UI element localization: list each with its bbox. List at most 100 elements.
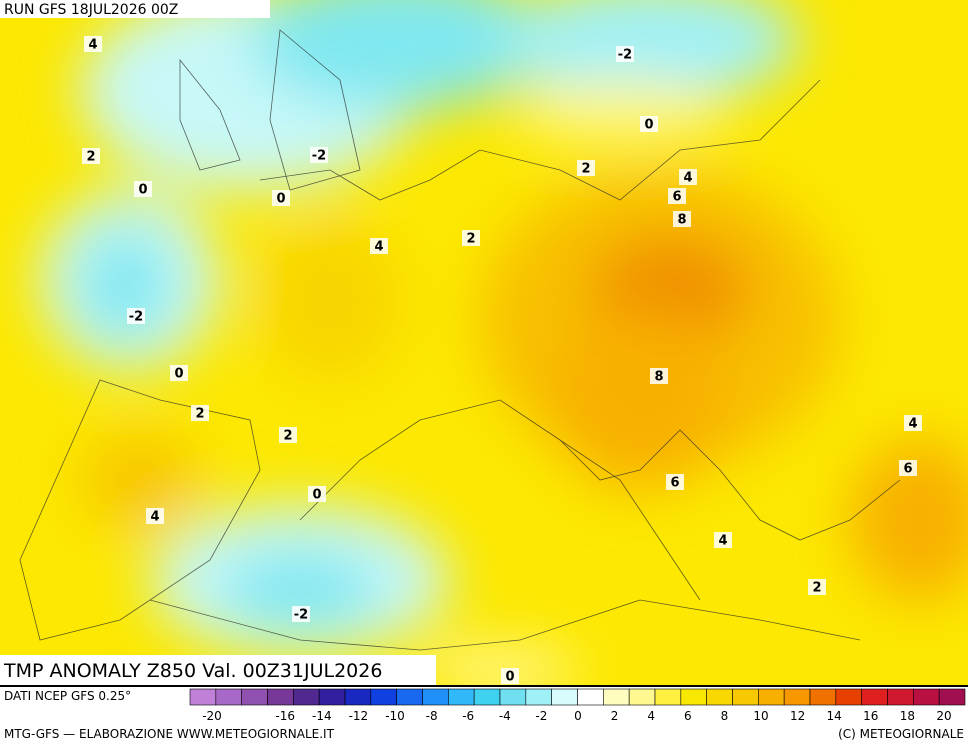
- colorbar-box: [654, 688, 682, 706]
- label-bg: [146, 508, 164, 524]
- label-bg: [679, 169, 697, 185]
- colorbar-box: [189, 688, 217, 706]
- colorbar-tick-label: -2: [535, 709, 547, 723]
- colorbar-box: [551, 688, 578, 706]
- label-bg: [370, 238, 388, 254]
- colorbar-box: [293, 688, 320, 706]
- colorbar-tick-label: -10: [385, 709, 405, 723]
- label-bg: [170, 365, 188, 381]
- contour-label: 0: [174, 367, 183, 382]
- contour-label: 2: [86, 150, 95, 165]
- contour-label: 8: [677, 213, 686, 228]
- colorbar-box: [422, 688, 449, 706]
- colorbar-tick-label: -14: [312, 709, 332, 723]
- colorbar-box: [628, 688, 656, 706]
- colorbar: -20 -16 -14 -12 -10 -8 -6 -4 -2 0 2 4 6 8 10 12 14 16 18 20: [189, 688, 966, 723]
- colorbar-tick-label: 2: [611, 709, 619, 723]
- run-box: [0, 0, 270, 18]
- label-bg: [191, 405, 209, 421]
- label-bg: [899, 460, 917, 476]
- contour-label: 0: [505, 670, 514, 685]
- contour-label: 4: [150, 510, 159, 525]
- contour-label: 2: [283, 429, 292, 444]
- colorbar-box: [603, 688, 630, 706]
- label-bg: [650, 368, 668, 384]
- contour-label: -2: [312, 149, 326, 164]
- label-bg: [673, 211, 691, 227]
- label-bg: [714, 532, 732, 548]
- colorbar-tick-label: 12: [790, 709, 805, 723]
- label-bg: [462, 230, 480, 246]
- colorbar-tick-label: -8: [426, 709, 438, 723]
- colorbar-tick-label: -20: [202, 709, 222, 723]
- contour-label: 6: [670, 476, 679, 491]
- colorbar-box: [267, 688, 294, 706]
- label-bg: [292, 606, 310, 622]
- colorbar-tick-label: -12: [349, 709, 369, 723]
- colorbar-tick-label: -16: [275, 709, 295, 723]
- colorbar-box: [861, 688, 888, 706]
- colorbar-tick-label: 14: [827, 709, 842, 723]
- contour-label: 6: [903, 462, 912, 477]
- colorbar-tick-label: 16: [863, 709, 878, 723]
- contour-label: -2: [294, 608, 308, 623]
- label-bg: [668, 188, 686, 204]
- contour-label: 4: [908, 417, 917, 432]
- label-bg: [272, 190, 290, 206]
- colorbar-box: [318, 688, 346, 706]
- colorbar-box: [344, 688, 372, 706]
- label-bg: [84, 36, 102, 52]
- contour-label: 2: [581, 162, 590, 177]
- label-bg: [640, 116, 658, 132]
- contour-label: 4: [683, 171, 692, 186]
- contour-label: 6: [672, 190, 681, 205]
- label-bg: [310, 147, 328, 163]
- colorbar-box: [887, 688, 914, 706]
- colorbar-tick-label: 8: [721, 709, 729, 723]
- label-bg: [808, 579, 826, 595]
- colorbar-box: [370, 688, 397, 706]
- colorbar-box: [241, 688, 268, 706]
- colorbar-tick-label: 0: [574, 709, 582, 723]
- label-bg: [308, 486, 326, 502]
- label-bg: [904, 415, 922, 431]
- label-bg: [577, 160, 595, 176]
- colorbar-box: [783, 688, 811, 706]
- label-bg: [82, 148, 100, 164]
- colorbar-box: [525, 688, 552, 706]
- contour-label: 4: [718, 534, 727, 549]
- colorbar-box: [396, 688, 423, 706]
- colorbar-box: [938, 688, 966, 706]
- colorbar-box: [835, 688, 862, 706]
- contour-label: 4: [374, 240, 383, 255]
- colorbar-tick-label: 10: [753, 709, 768, 723]
- label-bg: [616, 46, 634, 62]
- colorbar-box: [448, 688, 475, 706]
- colorbar-box: [809, 688, 837, 706]
- colorbar-box: [758, 688, 785, 706]
- colorbar-tick-label: -6: [462, 709, 474, 723]
- colorbar-box: [680, 688, 707, 706]
- contour-label: 0: [138, 183, 147, 198]
- label-bg: [127, 308, 145, 324]
- run-label: RUN GFS 18JUL2026 00Z: [4, 2, 178, 18]
- contour-label: 2: [195, 407, 204, 422]
- contour-label: 2: [466, 232, 475, 247]
- colorbar-box: [499, 688, 527, 706]
- label-bg: [279, 427, 297, 443]
- contour-label: 0: [312, 488, 321, 503]
- contour-label: 0: [276, 192, 285, 207]
- label-bg: [134, 181, 152, 197]
- contour-label: 4: [88, 38, 97, 53]
- contour-label: 8: [654, 370, 663, 385]
- label-bg: [501, 668, 519, 684]
- contour-label: 0: [644, 118, 653, 133]
- colorbar-box: [706, 688, 733, 706]
- colorbar-box: [913, 688, 940, 706]
- source-label: DATI NCEP GFS 0.25°: [4, 689, 131, 703]
- colorbar-tick-label: 20: [936, 709, 951, 723]
- colorbar-tick-label: 18: [900, 709, 915, 723]
- title-box: [0, 655, 436, 685]
